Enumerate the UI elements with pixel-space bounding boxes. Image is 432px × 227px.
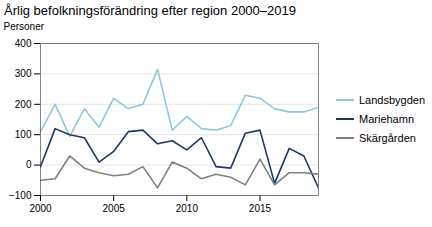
svg-text:400: 400 bbox=[15, 38, 32, 49]
svg-text:2015: 2015 bbox=[249, 203, 272, 214]
svg-text:0: 0 bbox=[26, 159, 32, 170]
html-text:Landsbygden: Landsbygden bbox=[359, 94, 426, 106]
svg-text:300: 300 bbox=[15, 68, 32, 79]
html-text:Mariehamn: Mariehamn bbox=[359, 113, 414, 125]
html-text:Skärgården: Skärgården bbox=[359, 132, 416, 144]
svg-text:2010: 2010 bbox=[176, 203, 199, 214]
svg-text:−100: −100 bbox=[9, 190, 32, 201]
html-text:Årlig befolkningsförändring ef: Årlig befolkningsförändring efter region… bbox=[4, 3, 296, 18]
svg-text:2000: 2000 bbox=[29, 203, 52, 214]
svg-text:2005: 2005 bbox=[103, 203, 126, 214]
svg-text:200: 200 bbox=[15, 99, 32, 110]
svg-text:Personer: Personer bbox=[4, 21, 45, 32]
svg-text:100: 100 bbox=[15, 129, 32, 140]
